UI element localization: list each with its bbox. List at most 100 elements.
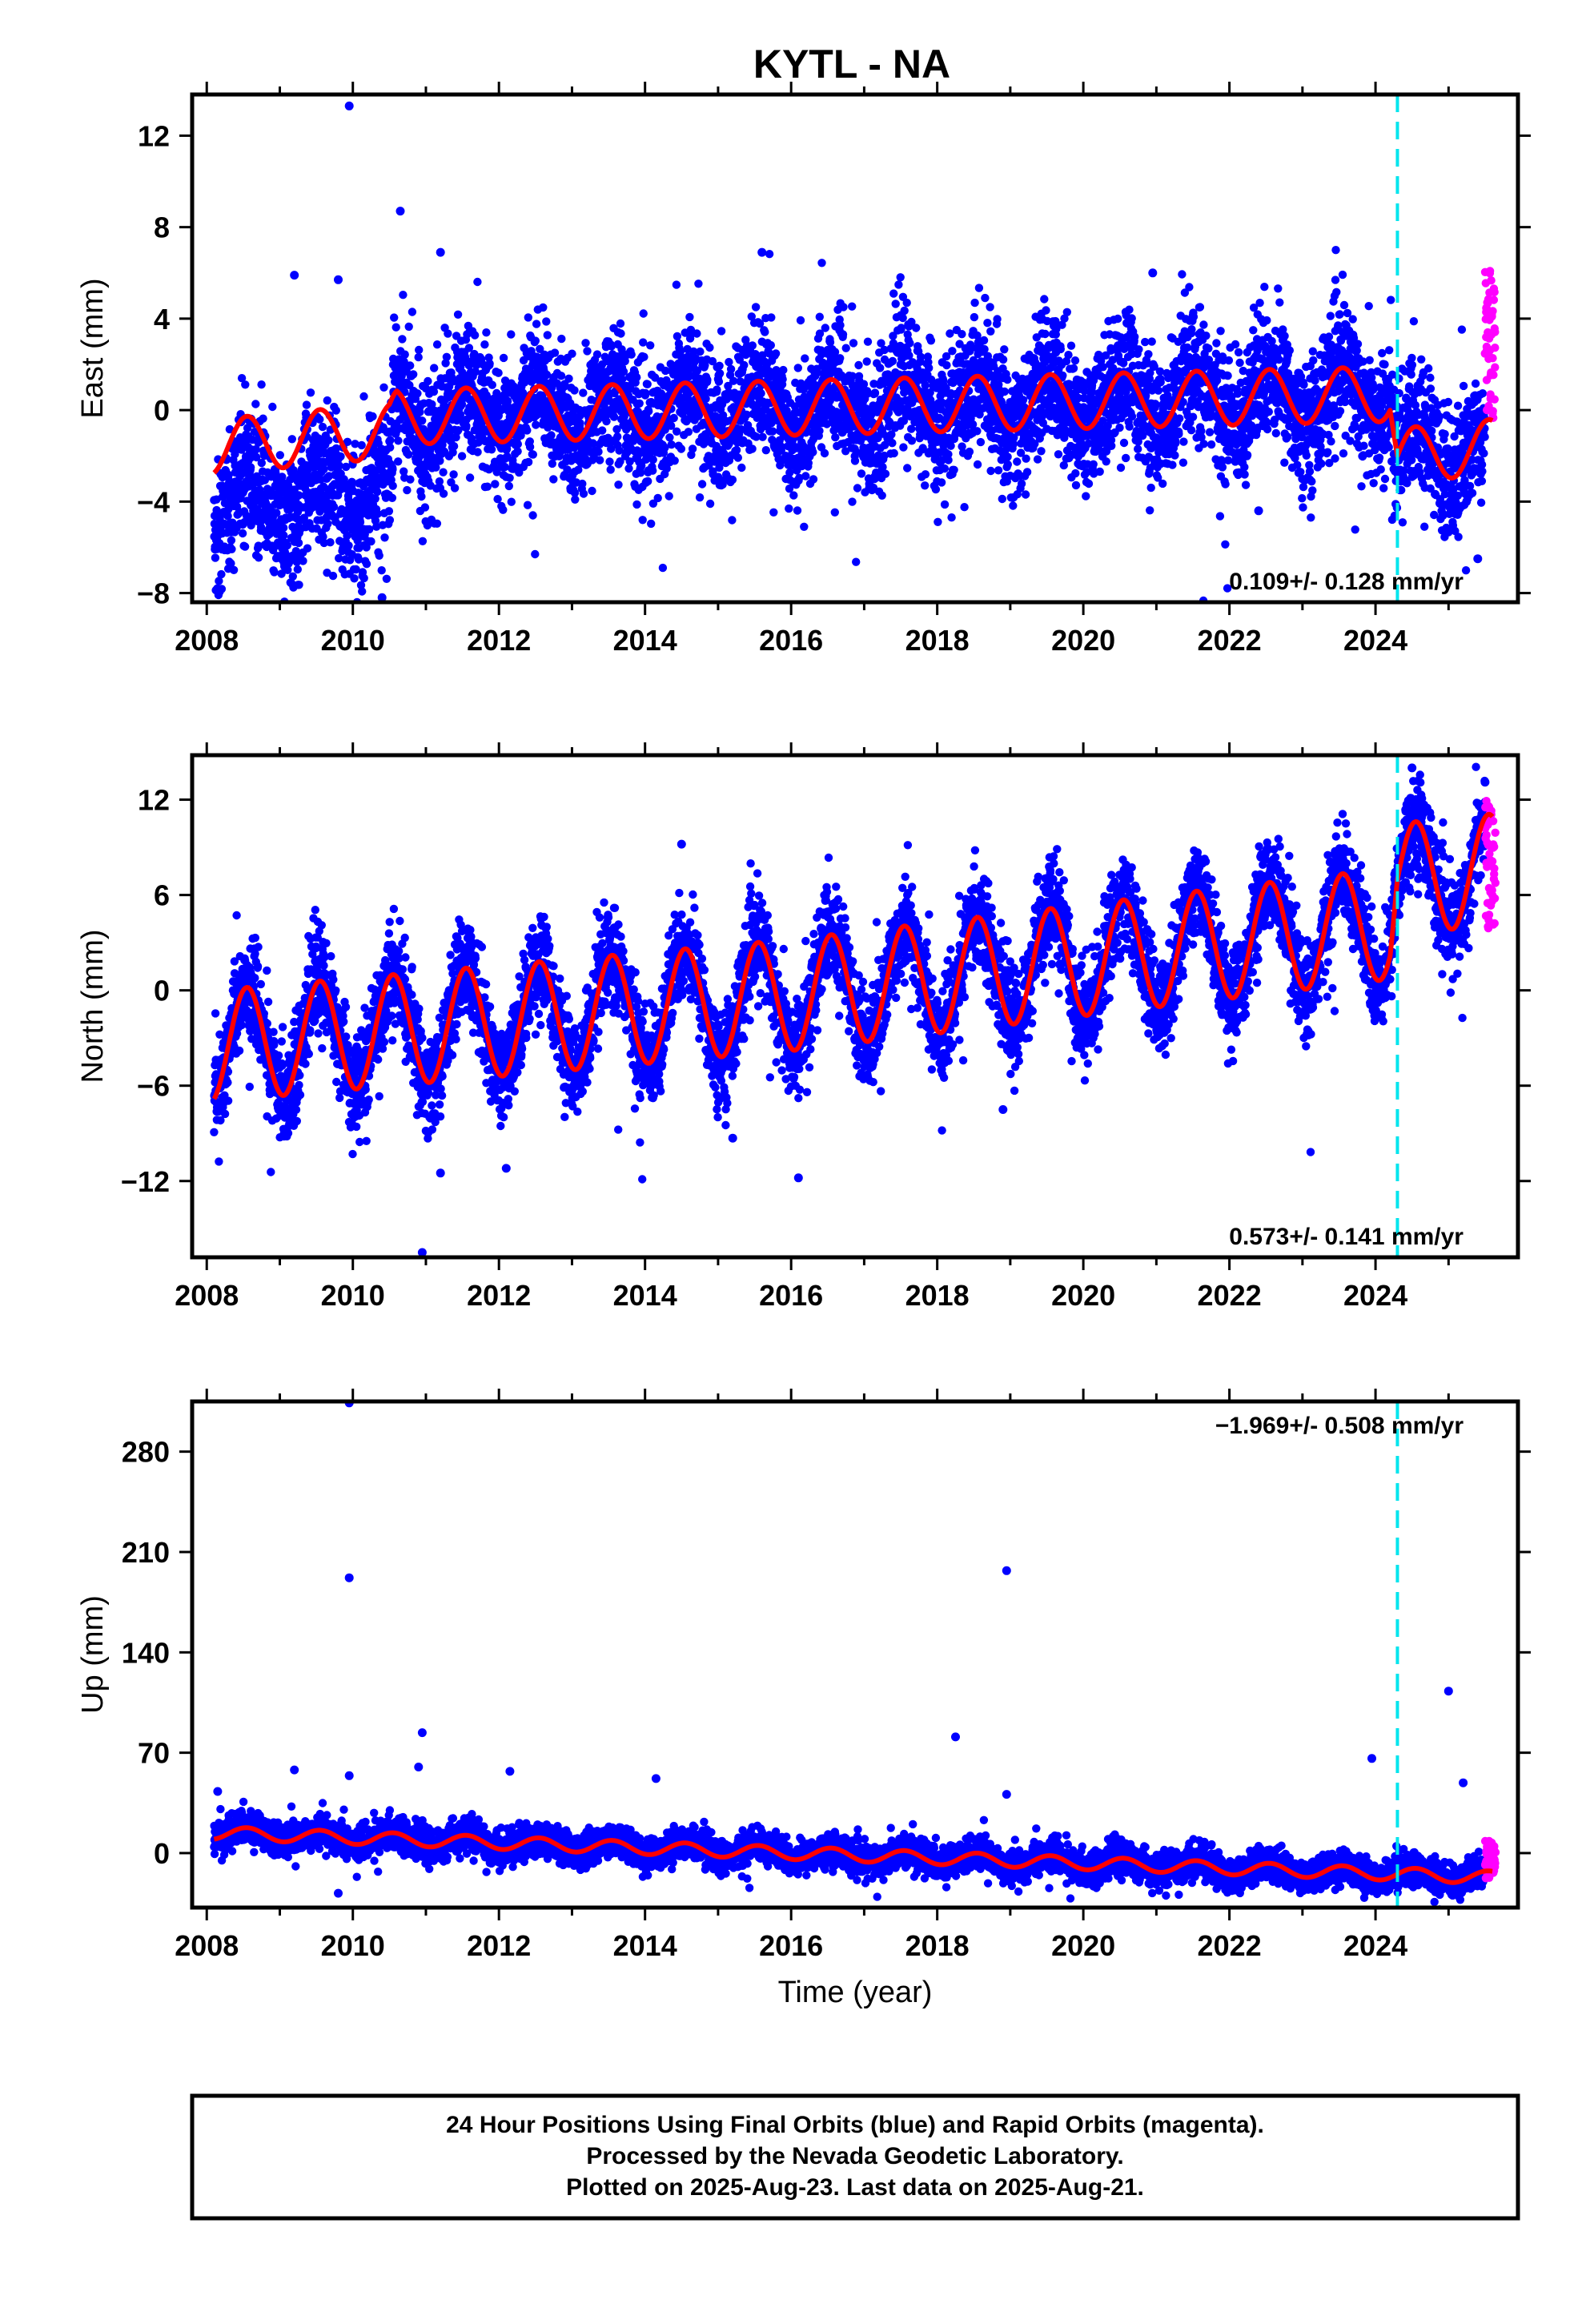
data-point (211, 553, 220, 562)
data-point (907, 436, 917, 445)
data-point (454, 426, 463, 435)
panel-east: 2008 2010 2012 2014 2016 2018 2020 2022 2024−8−4… (76, 82, 1531, 657)
data-point (1003, 460, 1013, 469)
data-point (1040, 295, 1049, 304)
data-point (399, 291, 408, 300)
data-point (391, 323, 400, 332)
data-point (507, 497, 516, 506)
data-point (547, 431, 556, 440)
data-point (616, 319, 625, 328)
data-point (1199, 440, 1208, 448)
data-point (863, 337, 873, 346)
data-point (550, 348, 560, 357)
data-point (609, 412, 619, 421)
data-point (548, 459, 556, 468)
data-point (579, 489, 588, 498)
data-point (761, 328, 769, 336)
data-point (771, 349, 781, 358)
data-point (268, 402, 277, 412)
data-point (726, 364, 736, 374)
data-point (981, 293, 990, 303)
data-point (579, 388, 588, 397)
data-point (748, 444, 757, 453)
data-point (1199, 320, 1208, 329)
data-point (714, 377, 724, 386)
data-point (761, 446, 770, 455)
data-point (542, 317, 551, 326)
data-point (641, 388, 650, 398)
data-point (531, 336, 540, 345)
data-point (319, 538, 328, 548)
data-point (713, 385, 721, 394)
data-point (931, 485, 941, 494)
data-point (387, 493, 397, 502)
data-point (986, 466, 995, 476)
data-point (217, 569, 226, 579)
data-point (432, 340, 442, 349)
data-point (1003, 452, 1012, 461)
data-point (815, 426, 824, 436)
data-point (821, 324, 830, 332)
data-point (372, 522, 381, 531)
data-point (336, 452, 345, 461)
data-point (358, 587, 367, 596)
data-point (648, 466, 657, 475)
data-point (439, 489, 448, 498)
data-point (899, 443, 908, 452)
data-point (970, 312, 979, 322)
data-point (717, 327, 726, 336)
data-point (418, 537, 428, 545)
data-point (362, 560, 371, 569)
data-point (1146, 506, 1154, 515)
data-point (515, 468, 524, 477)
data-point (839, 303, 848, 312)
data-point (507, 330, 516, 339)
data-point (1000, 387, 1010, 396)
data-point (624, 464, 633, 473)
data-point (354, 555, 363, 564)
data-point (1202, 332, 1211, 340)
data-point (279, 531, 288, 540)
data-point (1171, 439, 1180, 448)
data-point (448, 376, 458, 385)
data-point (789, 491, 798, 500)
data-point (276, 612, 284, 620)
data-point (367, 537, 375, 546)
data-point (499, 353, 508, 363)
data-point (1207, 440, 1216, 449)
data-point (398, 335, 407, 344)
data-point (351, 565, 360, 574)
data-point (614, 480, 623, 489)
data-point (974, 283, 984, 292)
data-point (926, 336, 936, 345)
data-point (1134, 345, 1143, 354)
data-point (769, 508, 778, 517)
data-point (319, 533, 327, 541)
data-point (331, 444, 341, 453)
data-point (1042, 306, 1050, 315)
data-point (627, 350, 636, 359)
data-point (473, 277, 482, 287)
data-point (532, 320, 541, 328)
data-point (386, 443, 395, 452)
data-point (524, 313, 532, 322)
data-point (314, 434, 323, 443)
data-point (765, 250, 774, 259)
data-point (523, 426, 532, 435)
data-point (592, 350, 602, 359)
data-point (903, 464, 912, 472)
data-point (778, 375, 787, 384)
data-point (733, 453, 742, 462)
data-point (940, 500, 950, 509)
data-point (1189, 312, 1199, 321)
data-point (1186, 426, 1196, 435)
data-point (715, 361, 724, 370)
data-point (705, 499, 715, 509)
data-point (703, 376, 712, 384)
data-point (275, 451, 284, 460)
data-point (820, 448, 829, 458)
data-point (877, 491, 886, 500)
data-point (1041, 329, 1050, 339)
data-point (415, 345, 424, 355)
